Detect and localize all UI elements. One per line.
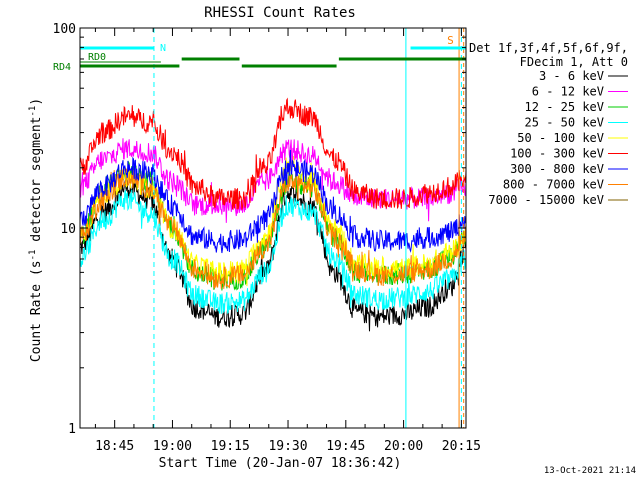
legend-label: 25 - 50 keV [525, 116, 604, 130]
timestamp: 13-Oct-2021 21:14 [544, 466, 636, 476]
legend-label: 100 - 300 keV [510, 147, 604, 161]
legend-header-line1: Det 1f,3f,4f,5f,6f,9f, [469, 41, 628, 55]
x-tick-label: 20:00 [384, 439, 423, 454]
y-tick-label: 10 [60, 222, 76, 237]
y-axis-label-middle: detector segment [29, 117, 44, 250]
legend-label: 12 - 25 keV [525, 100, 604, 114]
legend-label: 7000 - 15000 keV [488, 193, 604, 207]
x-tick-label: 19:30 [268, 439, 307, 454]
x-tick-label: 19:00 [153, 439, 192, 454]
legend-label: 800 - 7000 keV [503, 178, 604, 192]
chart-title: RHESSI Count Rates [204, 5, 356, 21]
x-axis-label: Start Time (20-Jan-07 18:36:42) [159, 456, 402, 471]
legend-header-line2: FDecim 1, Att 0 [520, 55, 628, 69]
legend-label: 300 - 800 keV [510, 162, 604, 176]
x-tick-label: 19:45 [326, 439, 365, 454]
series-line-5 [79, 97, 467, 210]
x-tick-label: 20:15 [442, 439, 481, 454]
rd4-label: RD4 [53, 62, 71, 73]
series-line-1 [79, 138, 467, 223]
n-label: N [160, 43, 166, 54]
y-tick-label: 100 [53, 22, 76, 37]
y-axis-label-end: ) [29, 98, 44, 106]
rd0-label: RD0 [88, 52, 106, 63]
x-tick-label: 18:45 [95, 439, 134, 454]
y-axis-label-exp2: -1 [28, 106, 38, 117]
plot-area: RD0 RD4 N S [53, 27, 467, 429]
s-label: S [447, 34, 454, 47]
x-axis-ticks: 18:45 19:00 19:15 19:30 19:45 20:00 20:15 [94, 28, 481, 454]
legend-label: 6 - 12 keV [532, 85, 604, 99]
y-axis-label-exp1: -1 [28, 250, 38, 261]
series-line-3 [79, 189, 467, 315]
legend-label: 3 - 6 keV [539, 69, 604, 83]
y-axis-label: Count Rate (s-1 detector segment-1) [28, 98, 44, 362]
series-line-0 [79, 178, 467, 332]
legend-label: 50 - 100 keV [517, 131, 604, 145]
y-axis-label-start: Count Rate (s [29, 260, 44, 362]
y-axis-ticks: 1 10 100 [53, 22, 466, 437]
series-line-7 [79, 168, 467, 290]
x-tick-label: 19:15 [211, 439, 250, 454]
legend: Det 1f,3f,4f,5f,6f,9f, FDecim 1, Att 0 3… [469, 41, 628, 207]
series-line-6 [79, 149, 467, 254]
y-tick-label: 1 [68, 422, 76, 437]
